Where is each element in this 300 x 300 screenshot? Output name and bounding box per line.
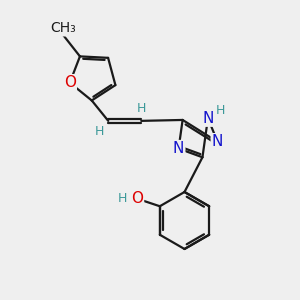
Text: O: O <box>131 191 143 206</box>
Text: CH₃: CH₃ <box>51 21 76 35</box>
Text: H: H <box>136 102 146 115</box>
Text: H: H <box>95 125 104 138</box>
Text: O: O <box>64 75 76 90</box>
Text: N: N <box>202 111 214 126</box>
Text: H: H <box>216 104 225 117</box>
Text: N: N <box>212 134 223 149</box>
Text: N: N <box>173 141 184 156</box>
Text: H: H <box>118 192 127 205</box>
